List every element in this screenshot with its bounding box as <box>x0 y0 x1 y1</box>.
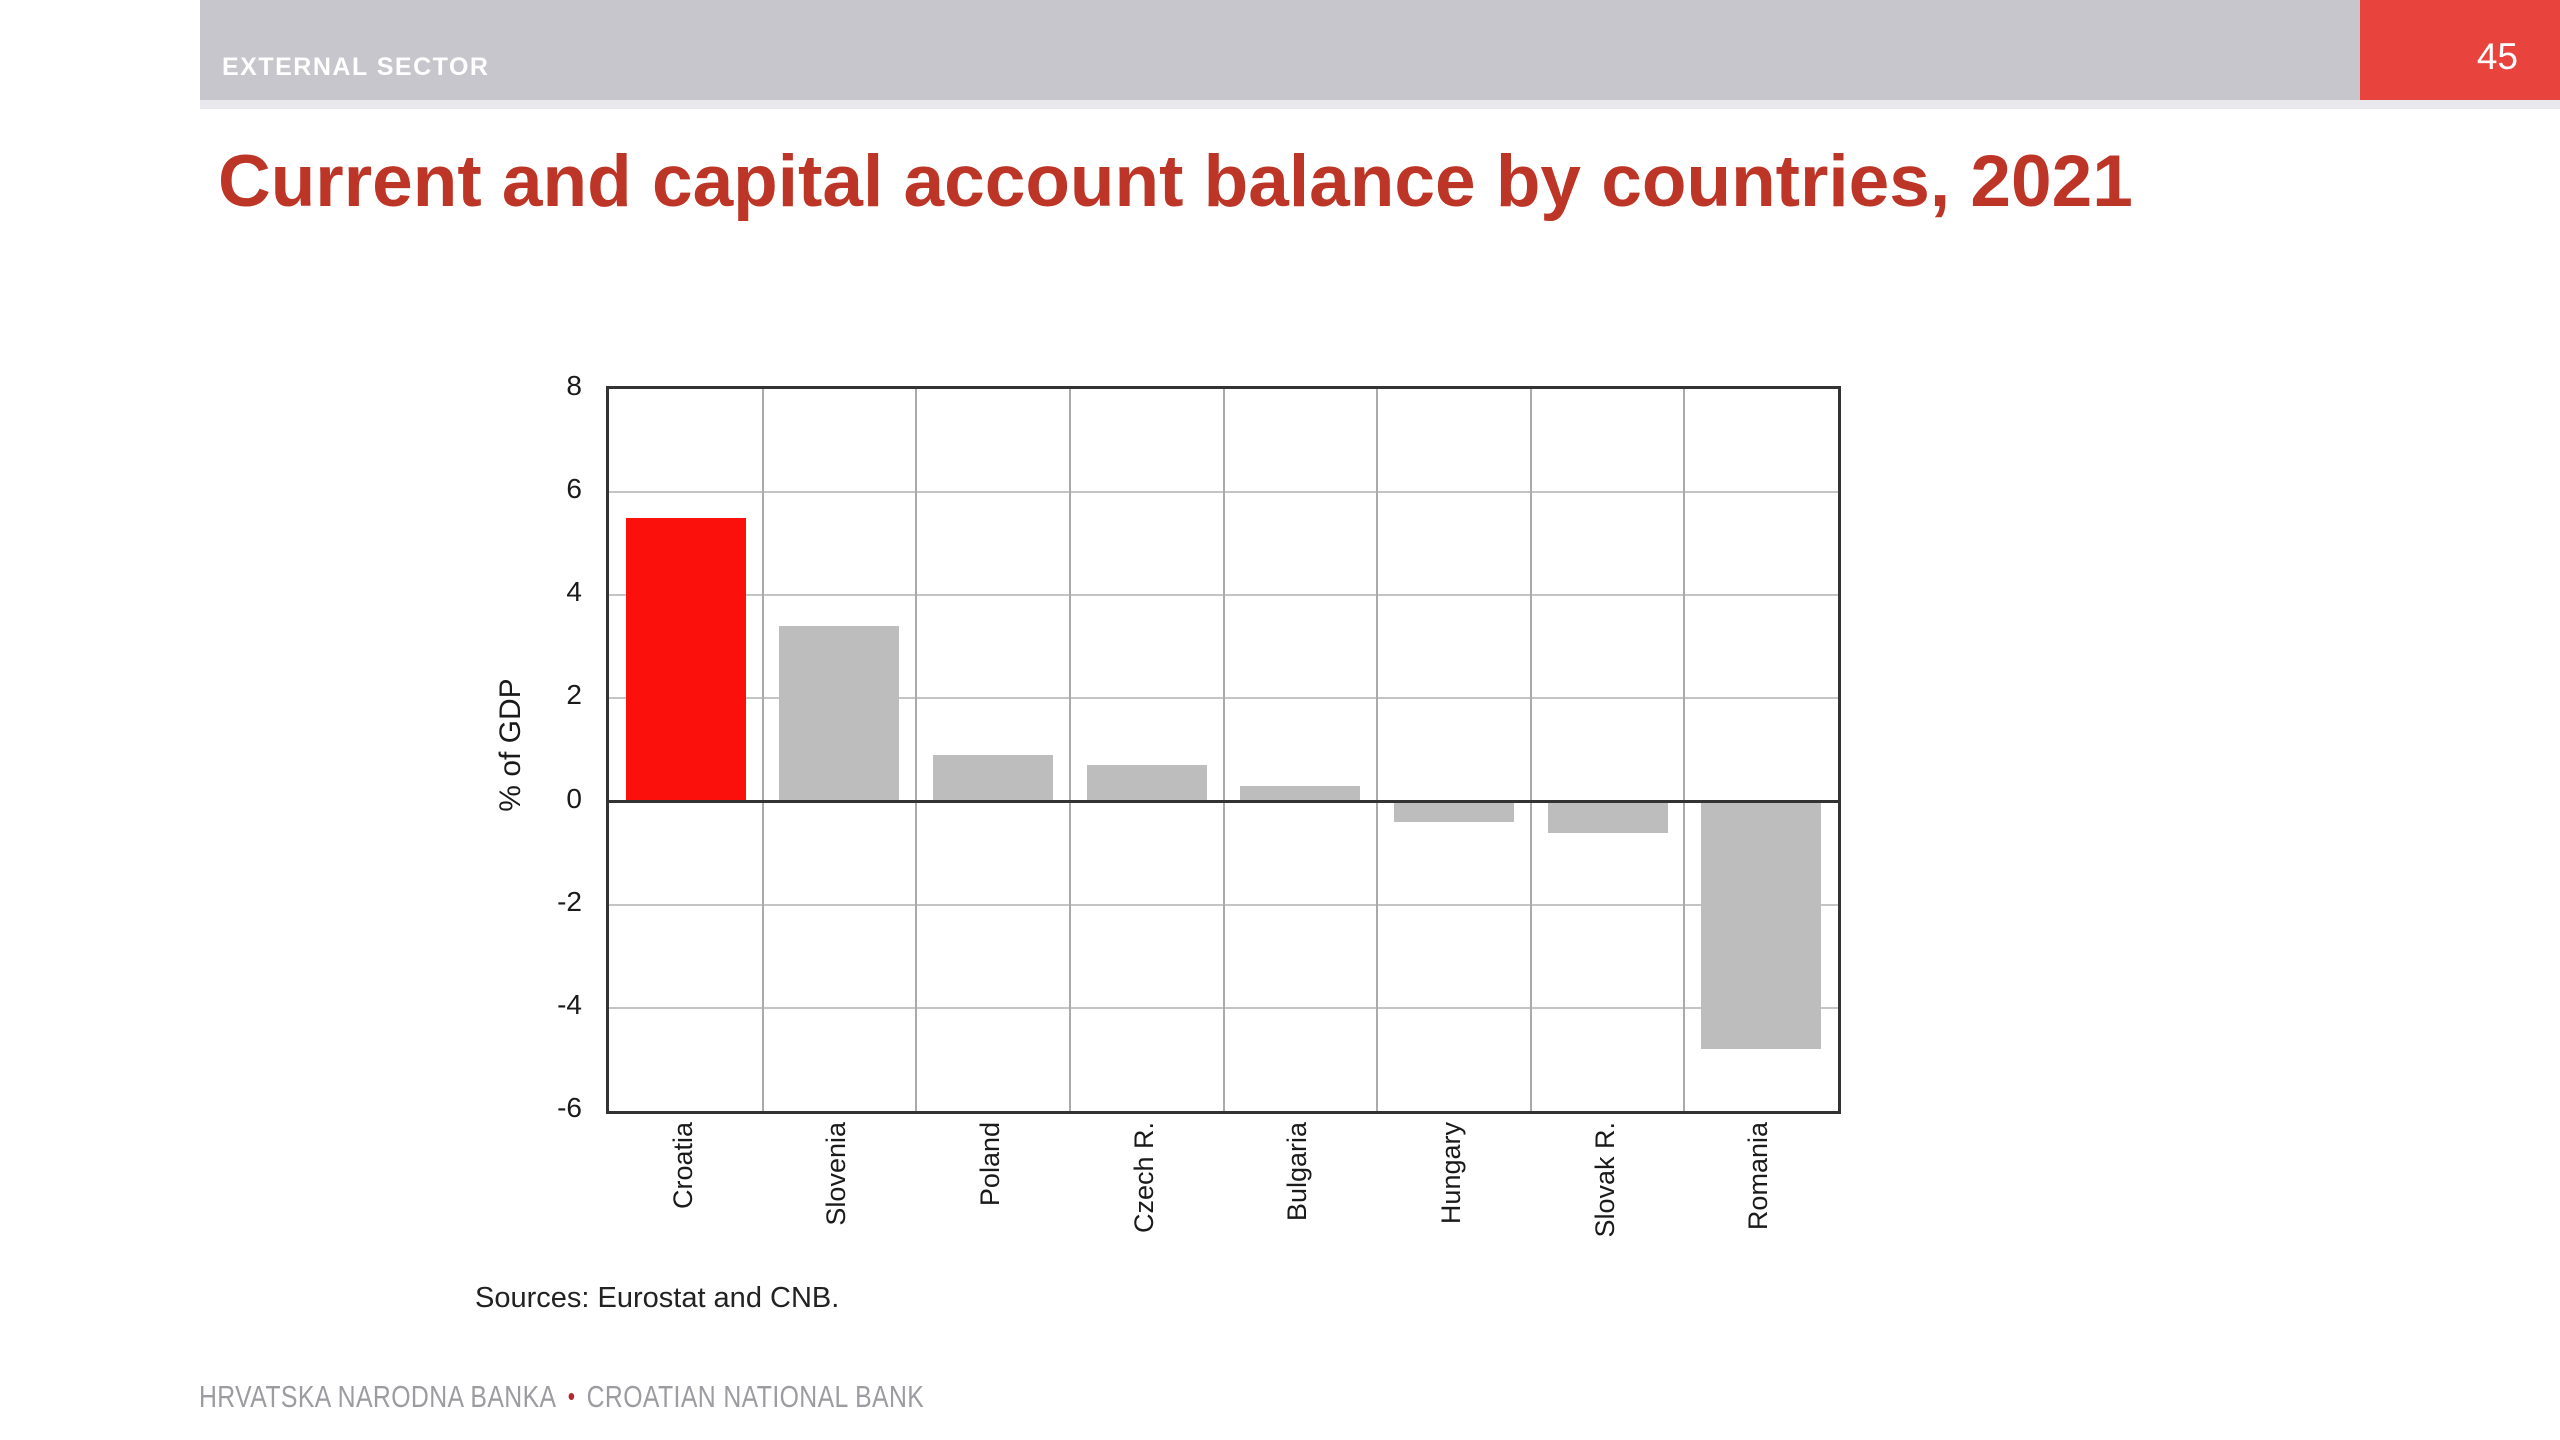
bar-poland <box>933 755 1054 802</box>
v-gridline-7 <box>1683 389 1686 1111</box>
header-band: EXTERNAL SECTOR <box>200 0 2360 100</box>
page-title: Current and capital account balance by c… <box>218 141 2133 222</box>
plot-area <box>606 386 1841 1114</box>
footer-bank-name-hr: HRVATSKA NARODNA BANKA <box>199 1379 557 1414</box>
v-gridline-6 <box>1529 389 1532 1111</box>
x-tick-label-slovenia: Slovenia <box>821 1122 852 1226</box>
footer: HRVATSKA NARODNA BANKA • CROATIAN NATIONAL… <box>199 1379 924 1415</box>
y-tick-label-6: 6 <box>566 473 582 505</box>
v-gridline-2 <box>915 389 918 1111</box>
bar-slovak-r <box>1547 801 1668 833</box>
source-note: Sources: Eurostat and CNB. <box>475 1282 840 1314</box>
v-gridline-1 <box>761 389 764 1111</box>
bar-romania <box>1701 801 1822 1050</box>
x-tick-label-hungary: Hungary <box>1435 1122 1466 1225</box>
y-tick-label-4: 4 <box>566 576 582 608</box>
y-tick-label--2: -2 <box>557 885 582 917</box>
bar-slovenia <box>779 626 900 802</box>
bar-hungary <box>1393 801 1514 823</box>
y-tick-label-0: 0 <box>566 782 582 814</box>
x-tick-label-czech-r: Czech R. <box>1128 1122 1159 1234</box>
page-number: 45 <box>2476 36 2518 77</box>
page-number-box: 45 <box>2360 0 2560 100</box>
v-gridline-5 <box>1376 389 1379 1111</box>
v-gridline-3 <box>1068 389 1071 1111</box>
footer-bank-name-en: CROATIAN NATIONAL BANK <box>586 1379 925 1414</box>
bar-czech-r <box>1086 765 1207 802</box>
bar-bulgaria <box>1240 786 1361 802</box>
header-shadow <box>200 100 2560 109</box>
y-tick-label--6: -6 <box>557 1092 582 1123</box>
x-tick-label-poland: Poland <box>975 1122 1006 1207</box>
zero-axis-line <box>606 800 1841 804</box>
header-section-label: EXTERNAL SECTOR <box>222 53 490 81</box>
x-tick-label-slovak-r: Slovak R. <box>1589 1122 1620 1238</box>
footer-dot-icon: • <box>567 1381 576 1411</box>
x-tick-label-bulgaria: Bulgaria <box>1282 1122 1313 1222</box>
x-tick-label-croatia: Croatia <box>667 1122 698 1210</box>
y-tick-label-2: 2 <box>566 679 582 711</box>
bar-croatia <box>625 517 746 802</box>
v-gridline-4 <box>1222 389 1225 1111</box>
x-tick-label-romania: Romania <box>1743 1122 1774 1231</box>
y-tick-label--4: -4 <box>557 988 582 1020</box>
y-tick-label-8: 8 <box>566 370 582 401</box>
